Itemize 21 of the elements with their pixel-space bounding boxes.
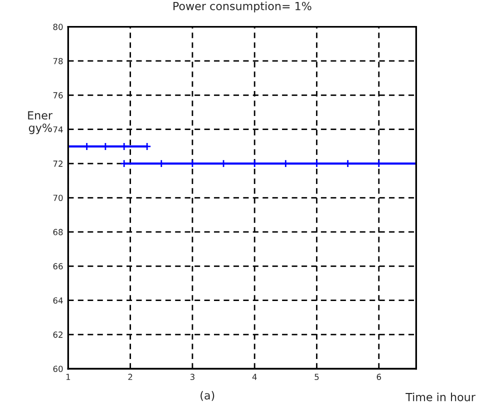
y-tick-label: 68	[53, 228, 63, 236]
y-tick-label: 76	[53, 92, 63, 98]
x-tick-label: 2	[128, 374, 132, 380]
y-tick-label: 62	[53, 332, 62, 338]
y-tick-label: 72	[53, 160, 62, 167]
y-tick-label: 74	[53, 126, 63, 133]
y-tick-label: 60	[53, 366, 63, 372]
text: (a)	[200, 390, 214, 401]
chart-title: Power consumption= 1%	[173, 2, 312, 12]
y-tick-label: 78	[53, 58, 63, 64]
y-axis-title: Ener gy%	[28, 111, 52, 134]
x-tick-label: 4	[252, 374, 257, 380]
x-axis-title: Time in hour	[406, 392, 476, 402]
y-tick-label: 70	[53, 194, 63, 202]
x-tick-label: 1	[66, 374, 70, 380]
x-tick-label: 3	[190, 374, 194, 380]
x-tick-label: 6	[376, 374, 381, 380]
y-tick-label: 64	[53, 297, 63, 304]
x-tick-label: 5	[314, 374, 319, 380]
y-tick-label: 66	[53, 263, 63, 270]
y-tick-label: 80	[53, 24, 63, 30]
